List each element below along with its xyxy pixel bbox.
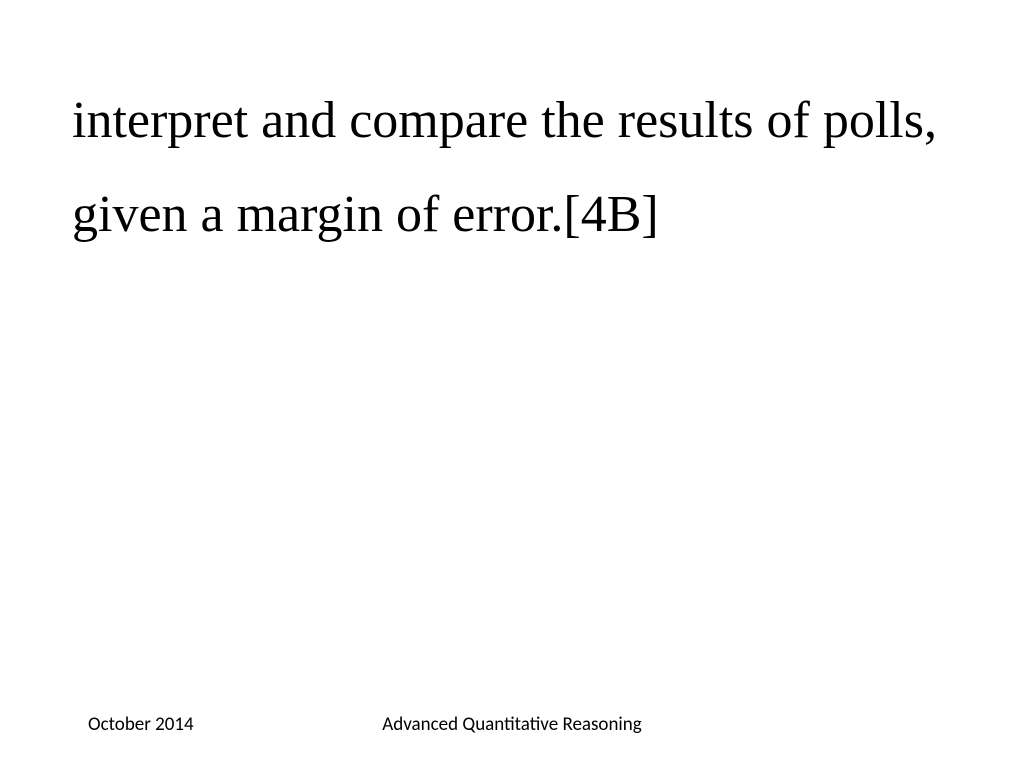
slide-body-text: interpret and compare the results of pol… — [72, 74, 984, 261]
footer-title: Advanced Quantitative Reasoning — [0, 713, 1024, 736]
slide-footer: October 2014 Advanced Quantitative Reaso… — [0, 706, 1024, 736]
